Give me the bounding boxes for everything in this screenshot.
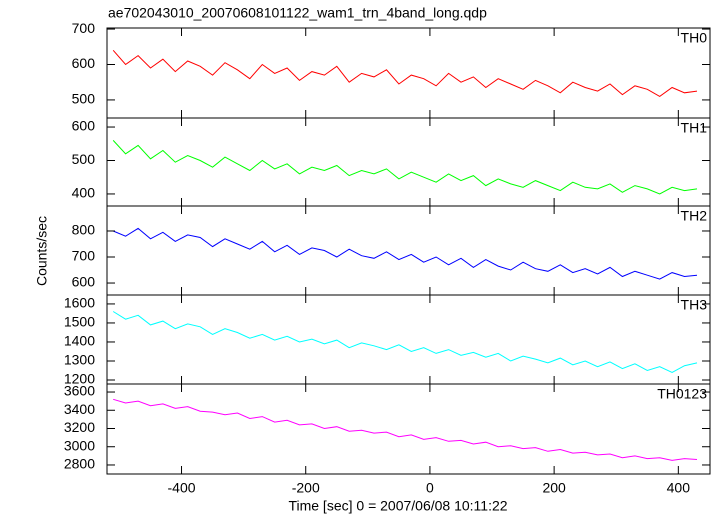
y-tick-label: 3000	[64, 437, 95, 453]
panel-frame	[106, 27, 711, 119]
x-tick-label: 400	[667, 480, 691, 496]
panel-label: TH0	[681, 30, 708, 46]
y-tick-label: 3600	[64, 383, 95, 399]
y-tick-label: 600	[72, 118, 96, 134]
panel-label: TH0123	[657, 386, 707, 402]
y-tick-label: 1300	[64, 352, 95, 368]
panel-label: TH1	[681, 120, 708, 136]
panel-frame	[106, 383, 711, 475]
y-tick-label: 400	[72, 185, 96, 201]
y-tick-label: 600	[72, 55, 96, 71]
y-tick-label: 1200	[64, 371, 95, 387]
y-tick-label: 3400	[64, 401, 95, 417]
chart-title: ae702043010_20070608101122_wam1_trn_4ban…	[108, 5, 487, 21]
y-tick-label: 1600	[64, 295, 95, 311]
panel-frame	[106, 294, 711, 385]
y-tick-label: 2800	[64, 456, 95, 472]
data-line	[112, 311, 698, 373]
y-tick-label: 600	[72, 274, 96, 290]
panel-frame	[106, 205, 711, 296]
panel-label: TH3	[681, 297, 708, 313]
data-line	[113, 227, 698, 280]
x-tick-label: 200	[542, 480, 566, 496]
data-line	[112, 140, 698, 195]
x-axis-label: Time [sec] 0 = 2007/06/08 10:11:22	[288, 498, 507, 514]
panel-label: TH2	[681, 208, 708, 224]
y-tick-label: 500	[72, 151, 96, 167]
y-tick-label: 1500	[64, 314, 95, 330]
panel-frame	[106, 117, 711, 207]
y-tick-label: 3200	[64, 419, 95, 435]
x-tick-label: -400	[168, 480, 196, 496]
y-tick-label: 500	[72, 91, 96, 107]
y-tick-label: 800	[72, 222, 96, 238]
y-axis-label: Counts/sec	[34, 216, 50, 286]
y-tick-label: 700	[72, 20, 96, 36]
x-tick-label: 0	[426, 480, 434, 496]
x-tick-label: -200	[292, 480, 320, 496]
data-line	[113, 398, 698, 461]
y-tick-label: 700	[72, 248, 96, 264]
data-line	[112, 49, 698, 97]
y-tick-label: 1400	[64, 333, 95, 349]
